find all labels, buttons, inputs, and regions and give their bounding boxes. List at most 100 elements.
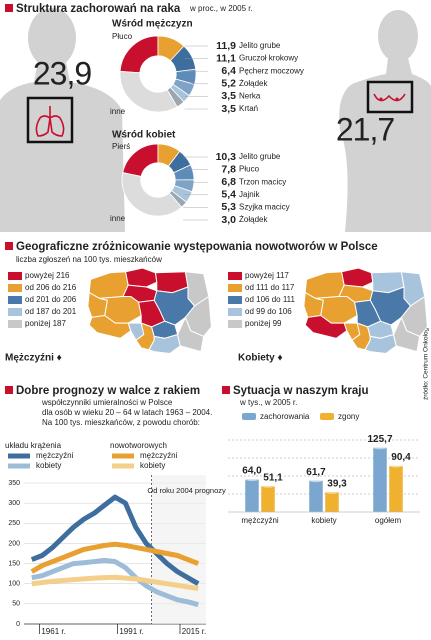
- legend-label: zachorowania: [260, 412, 310, 421]
- legend-label: zgony: [338, 412, 359, 421]
- value-label: 11,9: [216, 40, 236, 52]
- value-label: 3,5: [221, 90, 236, 102]
- x-tick-label: ogółem: [375, 516, 402, 525]
- map-region: [125, 267, 158, 288]
- category-label: Krtań: [239, 104, 258, 113]
- x-tick-label: kobiety: [311, 516, 336, 525]
- lung-icon: [26, 96, 74, 144]
- bar-cap: [389, 463, 403, 468]
- category-label: inne: [110, 214, 126, 223]
- y-tick-label: 350: [8, 480, 20, 487]
- section-marker: [222, 386, 230, 394]
- woman-silhouette: [339, 10, 431, 232]
- value-label: 5,3: [221, 201, 236, 213]
- y-tick-label: 50: [12, 601, 20, 608]
- legend-swatch: [8, 284, 22, 292]
- legend-label: od 111 do 117: [245, 283, 295, 292]
- group-title: Wśród kobiet: [112, 130, 176, 141]
- value-label: 6,8: [221, 176, 236, 188]
- bar: [324, 491, 340, 513]
- bar-cap: [373, 445, 387, 450]
- group-title: Wśród mężczyzn: [112, 19, 193, 30]
- section-title: Sytuacja w naszym kraju: [233, 385, 369, 397]
- category-label: Szyjka macicy: [239, 203, 290, 212]
- x-tick-label: 1961 r.: [41, 627, 65, 636]
- donut-slice: [121, 172, 183, 217]
- category-label: Pierś: [112, 142, 130, 151]
- bar-cap: [325, 489, 339, 494]
- map-region: [148, 333, 181, 355]
- category-label: Żołądek: [239, 79, 268, 88]
- legend-label: od 206 do 216: [25, 283, 77, 292]
- legend-label: poniżej 187: [25, 319, 66, 328]
- section-subtitle: w proc., w 2005 r.: [189, 4, 253, 13]
- breast-icon: [366, 80, 414, 114]
- value-label: 3,0: [221, 214, 236, 226]
- big-value: 23,9: [33, 55, 91, 91]
- map-region: [99, 296, 142, 324]
- legend-group: nowotworowych: [110, 441, 167, 450]
- value-label: 3,5: [221, 103, 236, 115]
- legend-label: powyżej 216: [25, 271, 70, 280]
- legend-swatch: [228, 284, 242, 292]
- value-label: 5,2: [221, 78, 236, 90]
- man-silhouette: [0, 8, 125, 232]
- legend-swatch: [228, 320, 242, 328]
- map-region: [393, 316, 421, 353]
- legend-label: od 187 do 201: [25, 307, 77, 316]
- bar: [260, 485, 276, 513]
- x-tick-label: 2015 r.: [182, 627, 206, 636]
- map-label: Mężczyźni ♦: [5, 353, 62, 364]
- section-subtitle: współczynniki umieralności w Polsce: [41, 398, 173, 407]
- section-subtitle: Na 100 tys. mieszkańców, z powodu chorób…: [42, 418, 200, 427]
- series-line: [31, 557, 199, 608]
- annotation: Od roku 2004 prognozy: [147, 486, 226, 495]
- y-tick-label: 0: [16, 621, 20, 628]
- legend-label: poniżej 99: [245, 319, 282, 328]
- bar: [372, 447, 388, 513]
- legend-label: od 99 do 106: [245, 307, 292, 316]
- legend-swatch: [8, 308, 22, 316]
- legend-label: od 106 do 111: [245, 295, 296, 304]
- value-label: 39,3: [327, 478, 347, 489]
- bar: [244, 478, 260, 513]
- legend-label: powyżej 117: [245, 271, 289, 280]
- map-region: [304, 271, 345, 299]
- legend-swatch: [228, 296, 242, 304]
- y-tick-label: 200: [8, 540, 20, 547]
- legend-label: kobiety: [36, 461, 61, 470]
- map-region: [315, 296, 358, 324]
- value-label: 5,4: [221, 189, 236, 201]
- value-label: 11,1: [216, 52, 236, 64]
- legend-swatch: [8, 320, 22, 328]
- section-marker: [5, 386, 13, 394]
- category-label: Nerka: [239, 92, 261, 101]
- map-region: [88, 271, 129, 299]
- legend-swatch: [242, 413, 256, 420]
- map-region: [341, 267, 374, 288]
- x-tick-label: 1991 r.: [119, 627, 143, 636]
- value-label: 51,1: [263, 472, 283, 483]
- legend-swatch: [228, 272, 242, 280]
- bar: [388, 465, 404, 513]
- y-tick-label: 300: [8, 500, 20, 507]
- y-tick-label: 100: [8, 581, 20, 588]
- category-label: Płuco: [239, 165, 260, 174]
- value-label: 61,7: [306, 467, 326, 478]
- legend-swatch: [8, 272, 22, 280]
- series-line: [31, 574, 199, 592]
- section-subtitle: w tys., w 2005 r.: [239, 398, 297, 407]
- legend-swatch: [228, 308, 242, 316]
- value-label: 64,0: [242, 466, 262, 477]
- legend-group: układu krążenia: [5, 441, 62, 450]
- section-title: Struktura zachorowań na raka: [16, 3, 181, 15]
- legend-label: mężczyźni: [140, 451, 178, 460]
- source: źródło: Centrum Onkologii: [423, 325, 430, 400]
- section-marker: [5, 4, 13, 12]
- value-label: 6,4: [221, 65, 236, 77]
- bar-cap: [261, 483, 275, 488]
- category-label: Jelito grube: [239, 152, 281, 161]
- donut-slice: [119, 35, 159, 74]
- category-label: Jelito grube: [239, 41, 281, 50]
